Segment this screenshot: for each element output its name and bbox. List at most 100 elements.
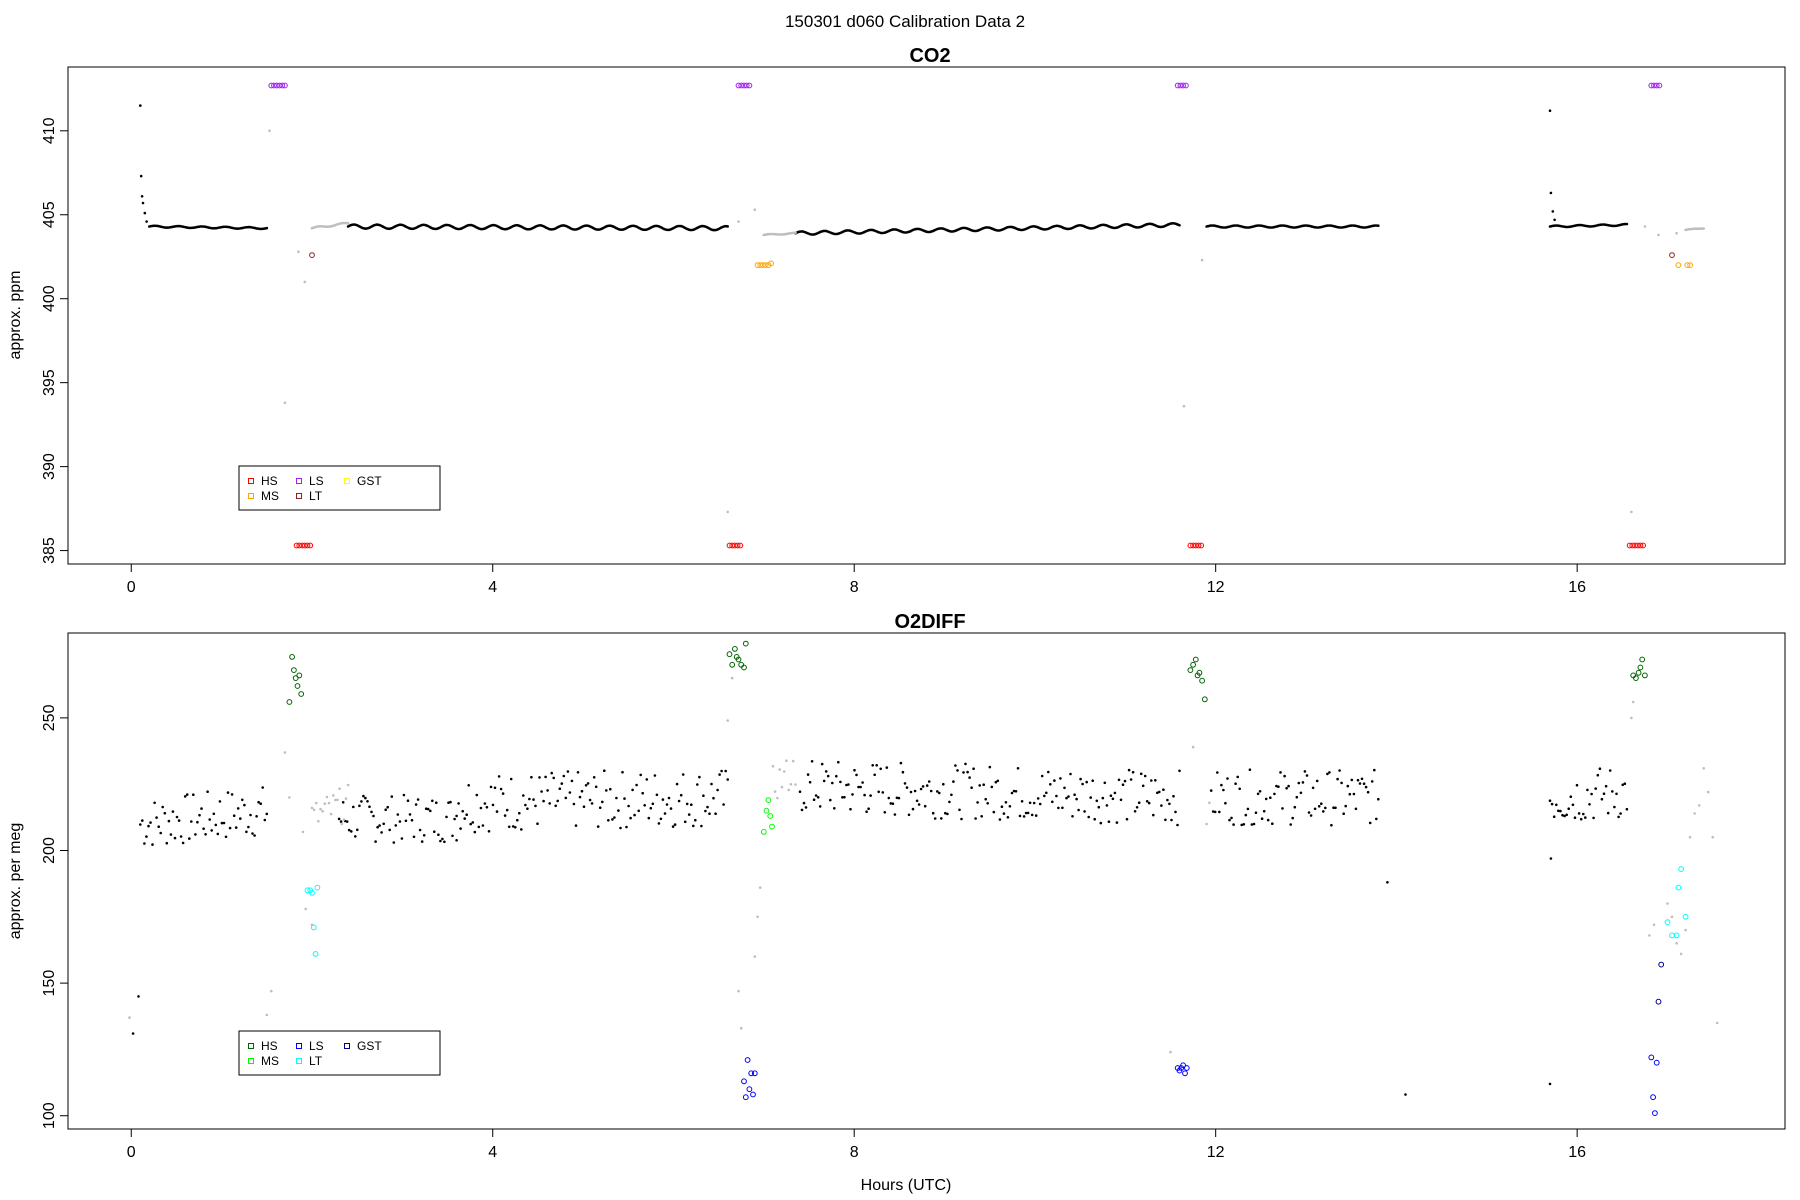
noise-point <box>1328 771 1331 774</box>
noise-point <box>1248 768 1252 771</box>
data-point <box>1169 1050 1172 1054</box>
noise-point <box>380 831 383 834</box>
noise-point <box>1127 768 1131 772</box>
noise-point <box>412 835 416 839</box>
noise-point <box>487 830 491 833</box>
noise-point <box>1218 810 1221 814</box>
noise-point <box>692 824 695 828</box>
noise-point <box>552 776 555 780</box>
data-point <box>1404 1093 1407 1096</box>
noise-point <box>1548 799 1552 802</box>
data-point <box>1688 835 1692 839</box>
noise-point <box>317 820 320 823</box>
noise-point <box>1049 783 1052 786</box>
data-point <box>139 174 143 178</box>
noise-point <box>974 817 977 820</box>
legend-swatch <box>296 1043 302 1049</box>
calibration-point-lt <box>309 252 315 259</box>
noise-point <box>605 789 608 792</box>
noise-point <box>1334 806 1337 810</box>
noise-point <box>1028 801 1032 805</box>
noise-point <box>1162 788 1165 791</box>
noise-point <box>520 828 523 831</box>
o2diff-plot-frame <box>67 632 1786 1130</box>
noise-point <box>590 802 594 805</box>
noise-point <box>323 802 327 805</box>
noise-point <box>990 785 994 789</box>
noise-point <box>1287 784 1290 788</box>
noise-point <box>639 773 642 777</box>
calibration-point-ls <box>1183 82 1189 89</box>
noise-point <box>613 816 616 819</box>
noise-point <box>831 781 834 785</box>
calibration-point-hs <box>296 672 303 679</box>
noise-point <box>1071 815 1074 818</box>
noise-point <box>1550 802 1554 806</box>
calibration-point-hs <box>1187 542 1194 549</box>
noise-point <box>635 783 638 787</box>
noise-point <box>368 805 371 808</box>
noise-point <box>598 806 602 809</box>
noise-point <box>857 785 860 789</box>
noise-point <box>1565 813 1568 817</box>
noise-point <box>1123 779 1127 783</box>
calibration-point-hs <box>726 542 733 549</box>
noise-point <box>897 796 901 800</box>
calibration-point-ls <box>1656 82 1663 89</box>
data-point <box>283 401 287 405</box>
noise-point <box>388 828 392 832</box>
co2-x-axis: 0 4 8 12 16 <box>127 564 1586 596</box>
noise-point <box>475 793 479 797</box>
noise-point <box>1615 792 1618 796</box>
noise-point <box>1057 806 1060 810</box>
noise-point <box>661 798 665 801</box>
noise-point <box>1002 812 1006 815</box>
noise-point <box>342 818 346 821</box>
noise-point <box>157 825 160 828</box>
calibration-point-hs <box>1190 542 1196 549</box>
noise-point <box>1067 795 1070 798</box>
noise-point <box>1220 783 1223 787</box>
y-tick-label: 200 <box>41 837 58 864</box>
legend-label: HS <box>261 1039 278 1053</box>
noise-point <box>481 824 485 827</box>
noise-point <box>538 776 541 779</box>
calibration-point-hs <box>298 691 305 697</box>
noise-point <box>718 773 721 776</box>
noise-point <box>905 786 909 789</box>
noise-point <box>429 809 432 813</box>
noise-point <box>964 762 967 766</box>
noise-point <box>173 836 177 840</box>
noise-point <box>1283 774 1286 778</box>
noise-point <box>653 774 657 777</box>
noise-point <box>1160 804 1163 807</box>
data-point <box>726 719 729 722</box>
noise-point <box>1004 801 1008 804</box>
noise-point <box>1573 816 1577 819</box>
noise-point <box>542 799 545 803</box>
noise-point <box>163 811 167 815</box>
noise-point <box>685 802 689 806</box>
calibration-point-ls <box>282 82 288 89</box>
noise-point <box>1053 779 1056 782</box>
noise-point <box>420 840 424 843</box>
noise-point <box>185 793 189 796</box>
noise-point <box>1602 792 1606 795</box>
noise-point <box>889 802 893 805</box>
data-point <box>265 1013 269 1017</box>
noise-point <box>663 812 667 815</box>
noise-point <box>1623 782 1627 785</box>
noise-point <box>540 790 543 793</box>
noise-point <box>376 825 379 829</box>
noise-point <box>893 813 897 816</box>
noise-point <box>259 802 263 805</box>
noise-point <box>518 811 521 815</box>
noise-point <box>489 785 493 789</box>
legend-swatch <box>296 478 302 484</box>
noise-point <box>655 793 659 797</box>
noise-point <box>1338 769 1341 772</box>
noise-point <box>822 779 826 783</box>
calibration-point-ls <box>744 1057 751 1063</box>
noise-point <box>1260 817 1264 820</box>
noise-point <box>1362 782 1366 785</box>
